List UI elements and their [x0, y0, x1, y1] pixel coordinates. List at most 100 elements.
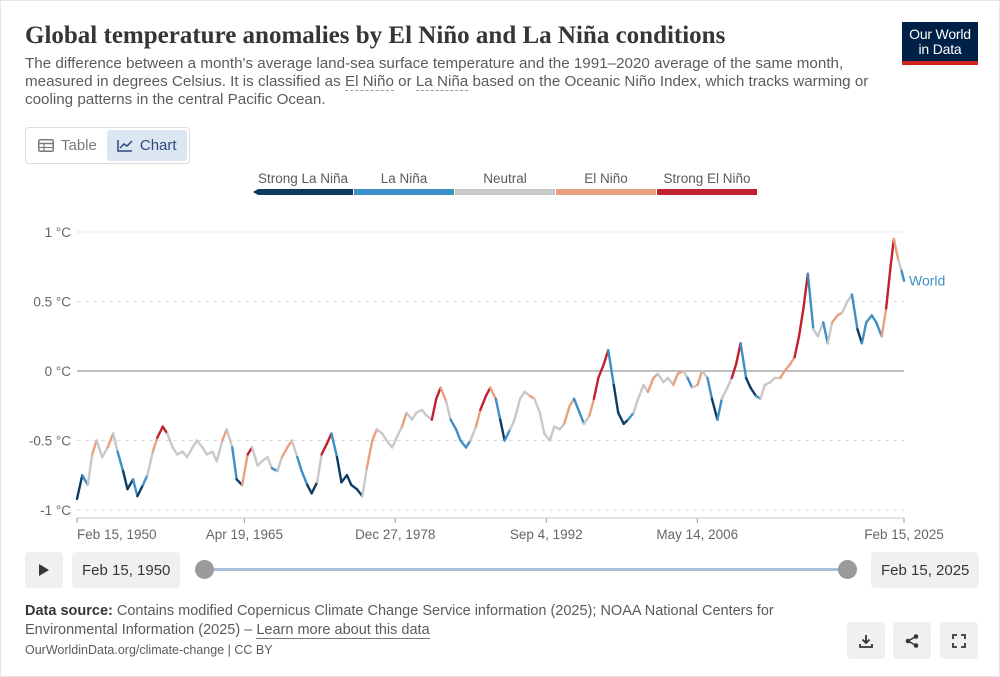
series-segment	[870, 314, 878, 324]
series-segment	[111, 432, 119, 453]
series-segment	[300, 469, 309, 487]
fullscreen-button[interactable]	[940, 622, 978, 659]
series-segment	[221, 428, 228, 442]
series-segment	[672, 372, 679, 387]
series-segment	[889, 237, 896, 268]
series-segment	[106, 432, 115, 449]
series-segment	[607, 348, 615, 387]
series-segment	[91, 439, 98, 456]
share-button[interactable]	[893, 622, 931, 659]
series-segment	[464, 439, 472, 449]
chart-area: Strong La Niña La Niña Neutral El Niño Stron…	[29, 171, 945, 542]
legend-label-3: El Niño	[584, 171, 628, 186]
la-nina-link[interactable]: La Niña	[415, 73, 469, 91]
series-segment	[151, 436, 159, 453]
series-segment	[320, 442, 329, 456]
series-segment	[830, 314, 839, 324]
timeline-start-handle[interactable]	[194, 560, 214, 579]
legend-swatch-0	[253, 189, 353, 195]
series-segment	[310, 481, 319, 495]
owid-logo[interactable]: Our World in Data	[902, 22, 978, 65]
el-nino-link[interactable]: El Niño	[344, 73, 394, 91]
series-segment	[513, 397, 522, 421]
x-tick-label-4: May 14, 2006	[656, 527, 738, 542]
series-segment	[296, 455, 303, 473]
series-segment	[95, 439, 104, 459]
series-segment	[840, 300, 849, 314]
data-source: Data source: Contains modified Copernicu…	[25, 602, 825, 639]
subtitle-text-1: The difference between a month's average…	[25, 55, 844, 90]
series-segment	[469, 425, 478, 442]
y-tick-label-4: 1 °C	[45, 225, 72, 240]
series-segment	[201, 446, 209, 456]
series-segment	[720, 386, 729, 401]
series-segment	[146, 450, 155, 477]
series-segment	[225, 428, 234, 449]
series-segment	[706, 376, 714, 401]
end-date-box[interactable]: Feb 15, 2025	[871, 552, 980, 588]
series-segment	[290, 439, 299, 459]
table-icon	[38, 139, 54, 152]
timeline-end-handle[interactable]	[837, 560, 857, 579]
download-button[interactable]	[847, 622, 885, 659]
series-segment	[141, 474, 149, 487]
series-segment	[449, 418, 458, 431]
start-date-box[interactable]: Feb 15, 1950	[72, 552, 181, 588]
legend-swatch-3	[556, 189, 656, 195]
series-segment	[499, 418, 506, 442]
series-segment	[335, 455, 343, 484]
y-tick-label-0: -1 °C	[40, 503, 71, 518]
series-segment	[250, 446, 259, 467]
series-segment	[875, 321, 883, 338]
series-segment	[136, 483, 145, 498]
series-segment	[381, 432, 388, 442]
tab-table[interactable]: Table	[28, 130, 107, 161]
series-segment	[410, 411, 418, 421]
tab-chart[interactable]: Chart	[106, 130, 187, 161]
series-segment	[686, 376, 694, 389]
series-segment	[395, 425, 404, 439]
legend-swatch-4	[657, 189, 757, 195]
footer-url[interactable]: OurWorldinData.org/climate-change | CC B…	[25, 643, 273, 657]
series-segment	[789, 355, 796, 366]
series-segment	[75, 474, 84, 501]
series-segment	[345, 474, 353, 487]
series-segment	[533, 397, 542, 414]
timeline-track[interactable]	[204, 568, 847, 571]
page-title: Global temperature anomalies by El Niño …	[25, 22, 726, 49]
series-segment	[185, 446, 194, 459]
subtitle-text-2: or	[393, 73, 416, 90]
legend-swatch-2	[455, 189, 555, 195]
series-segment	[734, 341, 742, 366]
x-tick-label-0: Feb 15, 1950	[77, 527, 157, 542]
series-segment	[503, 428, 512, 442]
series-segment	[806, 272, 815, 331]
y-tick-label-1: -0.5 °C	[29, 434, 71, 449]
series-segment	[518, 390, 526, 401]
series-segment	[240, 453, 249, 487]
series-segment	[572, 397, 581, 414]
series-segment	[582, 414, 591, 426]
logo-line-1: Our World	[909, 26, 971, 42]
series-segment	[385, 439, 394, 449]
series-segment	[131, 478, 139, 498]
series-segment	[884, 265, 892, 310]
logo-line-2: in Data	[918, 41, 962, 57]
learn-more-link[interactable]: Learn more about this data	[256, 621, 430, 639]
subtitle-text-3: based on the Oceanic Niño Index, which t…	[25, 73, 869, 108]
series-segment	[636, 383, 645, 401]
series-segment	[126, 478, 135, 491]
play-button[interactable]	[25, 552, 63, 588]
y-tick-label-2: 0 °C	[45, 364, 72, 379]
series-segment	[538, 411, 546, 435]
series-segment	[897, 258, 903, 273]
series-segment	[739, 341, 748, 380]
x-tick-label-3: Sep 4, 1992	[510, 527, 583, 542]
series-segment	[710, 397, 719, 421]
x-tick-label-1: Apr 19, 1965	[206, 527, 283, 542]
series-segment	[700, 369, 709, 380]
subtitle: The difference between a month's average…	[25, 55, 875, 109]
series-segment	[116, 450, 125, 473]
tab-table-label: Table	[61, 137, 97, 154]
series-segment	[361, 467, 368, 498]
